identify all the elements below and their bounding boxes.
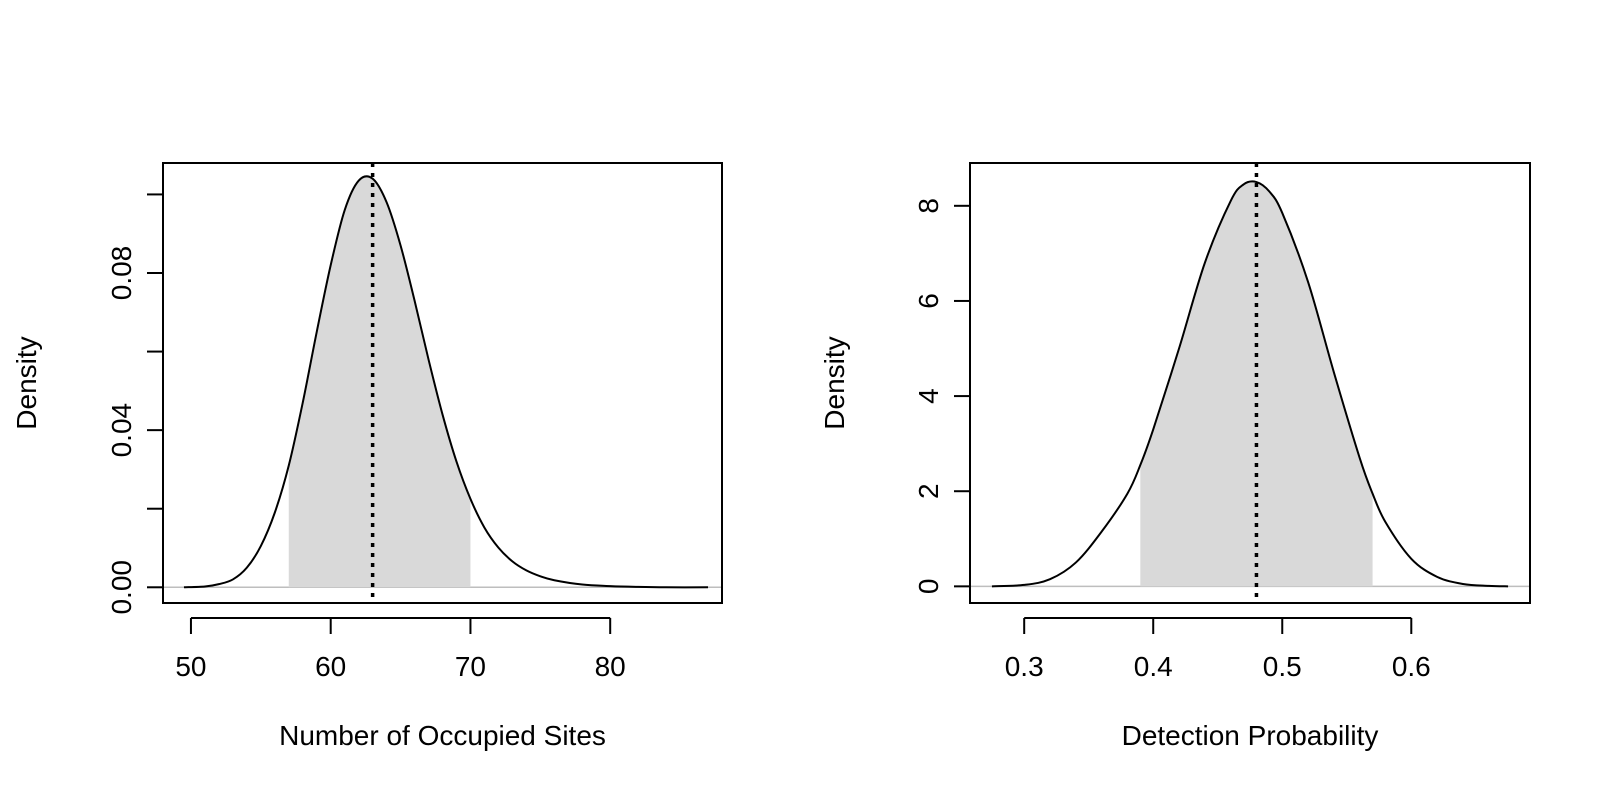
x-tick-label: 0.6 xyxy=(1392,651,1431,682)
density-curve xyxy=(183,175,709,589)
density-curve xyxy=(991,180,1509,588)
x-tick-label: 0.4 xyxy=(1134,651,1173,682)
x-axis-label: Number of Occupied Sites xyxy=(279,720,606,751)
y-tick-label: 6 xyxy=(913,293,944,309)
x-tick-label: 50 xyxy=(175,651,206,682)
credible-interval-shade xyxy=(288,176,471,588)
x-tick-label: 80 xyxy=(595,651,626,682)
y-tick-label: 8 xyxy=(913,198,944,214)
x-axis-label: Detection Probability xyxy=(1122,720,1379,751)
x-tick-label: 0.3 xyxy=(1005,651,1044,682)
chart-panel-1: 0.00 0.04 0.08 50 60 70 80 Number of Occupied S… xyxy=(11,162,723,751)
y-axis-label: Density xyxy=(11,336,42,429)
x-tick-label: 70 xyxy=(455,651,486,682)
y-tick-label: 0.04 xyxy=(106,403,137,458)
y-tick-label: 0 xyxy=(913,579,944,595)
x-tick-label: 60 xyxy=(315,651,346,682)
chart-panel-2: 0 2 4 6 8 0.3 0.4 0.5 0.6 Detection Probability De… xyxy=(819,162,1531,751)
y-tick-label: 0.08 xyxy=(106,246,137,301)
y-tick-label: 0.00 xyxy=(106,560,137,615)
y-tick-label: 4 xyxy=(913,388,944,404)
y-axis-label: Density xyxy=(819,336,850,429)
y-tick-label: 2 xyxy=(913,483,944,499)
x-tick-label: 0.5 xyxy=(1263,651,1302,682)
